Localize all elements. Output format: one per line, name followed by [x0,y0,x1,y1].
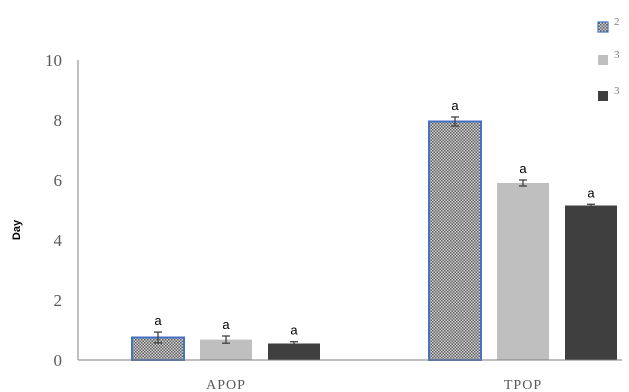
error-bar [519,179,527,187]
bar [268,343,320,360]
error-bar [451,116,459,127]
legend-label: 3 [614,85,620,97]
y-tick-label: 6 [54,171,63,190]
x-category-label: APOP [206,378,246,392]
y-axis-label: Day [11,219,23,240]
bar [428,120,482,361]
x-axis-categories: APOP TPOP [206,378,542,392]
error-bar [587,203,595,208]
bar [200,339,252,360]
error-bar [290,341,298,346]
bars: a a a a a a [131,98,617,361]
y-tick-label: 0 [54,351,63,370]
legend-swatch [597,21,609,33]
legend-label: 2 [614,16,620,28]
axes [77,60,622,361]
legend-swatch [598,91,608,101]
y-tick-label: 8 [54,111,63,130]
bar-significance-label: a [154,313,162,328]
legend-label: 3 [614,49,620,61]
bar [497,183,549,360]
bar-significance-label: a [290,323,298,338]
bar-significance-label: a [519,161,527,176]
legend: 2 3 3 [597,16,620,101]
bar-significance-label: a [222,317,230,332]
bar [565,205,617,360]
y-tick-label: 10 [45,51,62,70]
y-axis-ticks: 0 2 4 6 8 10 [45,51,63,370]
legend-swatch [598,55,608,65]
bar-significance-label: a [451,98,459,113]
error-bar [154,331,162,344]
error-bar [222,335,230,344]
y-tick-label: 2 [54,291,63,310]
x-category-label: TPOP [504,378,542,392]
bar-significance-label: a [587,185,595,200]
y-tick-label: 4 [54,231,63,250]
